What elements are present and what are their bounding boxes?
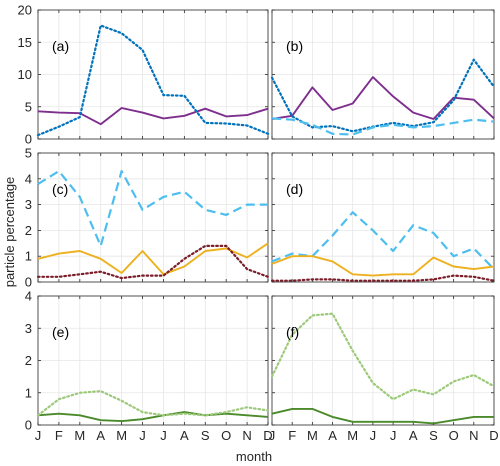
series-line-solid: [271, 255, 495, 277]
y-tick-label: 0: [25, 275, 32, 290]
y-tick-label: 2: [25, 353, 32, 368]
panel-label: (a): [52, 38, 69, 54]
y-tick-label: 0: [25, 132, 32, 147]
x-tick-label: A: [409, 428, 418, 443]
panel-label: (c): [52, 181, 68, 197]
y-tick-label: 3: [25, 321, 32, 336]
panel-c: 0 1 2 3 4 5 (c): [25, 146, 270, 290]
y-tick-label: 10: [18, 67, 32, 82]
series-line-solid: [37, 107, 269, 126]
y-tick-label: 1: [25, 249, 32, 264]
panel-b: (b): [270, 9, 496, 140]
y-tick-label: 15: [18, 35, 32, 50]
y-tick-label: 2: [25, 223, 32, 238]
x-tick-label: F: [288, 428, 296, 443]
y-tick-label: 4: [25, 171, 32, 186]
series-line-solid: [37, 411, 269, 423]
series-line-dotted: [36, 244, 270, 280]
x-tick-label: O: [449, 428, 459, 443]
x-tick-label: M: [116, 428, 127, 443]
x-tick-label: A: [96, 428, 105, 443]
series-line-solid: [271, 407, 494, 425]
series-line-dashed: [271, 117, 495, 136]
series-line-dotted: [270, 58, 496, 133]
x-tick-label: S: [201, 428, 210, 443]
x-tick-label: N: [242, 428, 251, 443]
x-tick-label: M: [74, 428, 85, 443]
x-tick-label: M: [307, 428, 318, 443]
y-tick-label: 5: [25, 99, 32, 114]
y-axis-title: particle percentage: [2, 177, 17, 288]
panel-a: 0 5 10 15 20 (a): [18, 3, 270, 147]
x-tick-label: D: [263, 428, 272, 443]
x-tick-label: A: [180, 428, 189, 443]
x-tick-label: J: [139, 428, 146, 443]
panel-d: (d): [270, 152, 496, 283]
panel-label: (d): [286, 181, 303, 197]
x-tick-label: J: [35, 428, 42, 443]
y-tick-label: 3: [25, 197, 32, 212]
y-tick-label: 1: [25, 385, 32, 400]
x-tick-label: J: [390, 428, 397, 443]
x-tick-label: J: [160, 428, 167, 443]
x-tick-label: S: [429, 428, 438, 443]
panel-frame: [271, 152, 495, 283]
x-tick-label: D: [489, 428, 498, 443]
series-line-solid: [271, 76, 495, 120]
x-tick-label: N: [469, 428, 478, 443]
x-tick-label: F: [55, 428, 63, 443]
series-line-dotted: [270, 274, 496, 282]
panel-f: J F M A M J J A S O N D(f): [269, 295, 499, 443]
y-tick-label: 5: [25, 146, 32, 161]
x-tick-label: J: [269, 428, 276, 443]
x-axis-title: month: [236, 449, 272, 464]
panel-label: (f): [286, 324, 299, 340]
panel-frame: [37, 152, 269, 283]
x-tick-label: J: [370, 428, 377, 443]
series-line-dotted: [270, 312, 496, 401]
x-tick-label: O: [221, 428, 231, 443]
x-tick-label: A: [328, 428, 337, 443]
panel-label: (e): [52, 324, 69, 340]
x-tick-label: M: [347, 428, 358, 443]
panel-label: (b): [286, 38, 303, 54]
series-line-dashed: [37, 170, 268, 247]
series-line-dotted: [36, 390, 270, 417]
y-tick-label: 4: [25, 289, 32, 304]
y-tick-label: 20: [18, 3, 32, 18]
y-tick-label: 0: [25, 418, 32, 433]
series-line-dotted: [36, 24, 270, 137]
series-line-dashed: [271, 211, 495, 270]
